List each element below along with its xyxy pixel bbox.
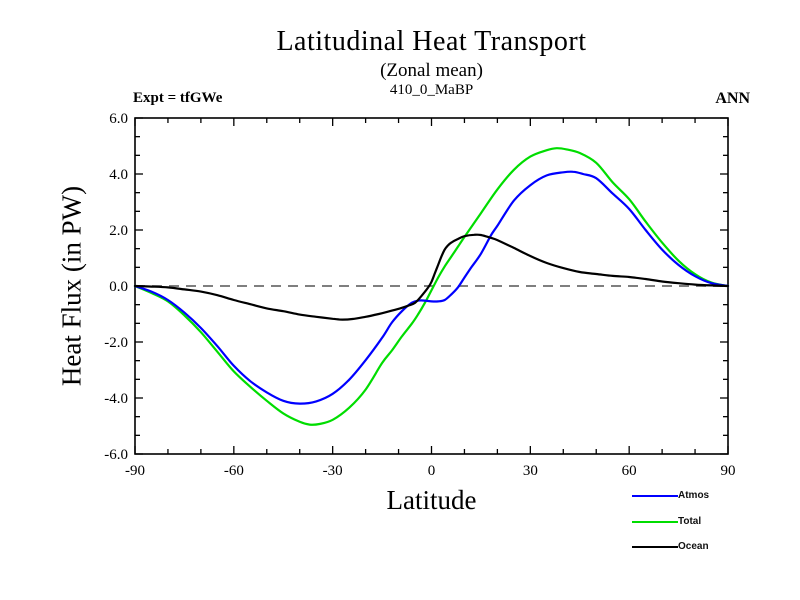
legend-label-total: Total [678, 516, 702, 527]
chart-title: Latitudinal Heat Transport [276, 26, 587, 57]
legend-label-ocean: Ocean [678, 541, 709, 552]
chart-subtitle: (Zonal mean) [380, 60, 483, 81]
x-tick-label: -90 [125, 463, 145, 479]
x-tick-label: 0 [428, 463, 436, 479]
run-label: 410_0_MaBP [389, 82, 474, 98]
y-tick-label: 0.0 [109, 279, 128, 295]
legend-line-total [632, 521, 678, 523]
legend-label-atmos: Atmos [678, 490, 710, 501]
x-tick-label: -60 [224, 463, 244, 479]
legend-item-total: Total [632, 516, 701, 528]
x-tick-label: 60 [622, 463, 637, 479]
y-tick-label: 6.0 [109, 111, 128, 127]
legend-line-atmos [632, 495, 678, 497]
series-line-atmos [133, 170, 730, 405]
x-tick-label: 90 [721, 463, 736, 479]
y-axis-title: Heat Flux (in PW) [56, 185, 87, 387]
legend-line-ocean [632, 546, 678, 548]
legend-item-ocean: Ocean [632, 541, 709, 553]
season-label: ANN [715, 90, 750, 107]
y-tick-label: -2.0 [104, 335, 128, 351]
legend-item-atmos: Atmos [632, 490, 709, 502]
y-tick-label: 2.0 [109, 223, 128, 239]
experiment-label: Expt = tfGWe [133, 90, 223, 106]
series-line-total [133, 147, 730, 426]
y-tick-label: 4.0 [109, 167, 128, 183]
x-axis-title: Latitude [386, 485, 477, 515]
x-tick-label: 30 [523, 463, 538, 479]
y-tick-label: -6.0 [104, 447, 128, 463]
series-line-ocean [133, 233, 730, 321]
y-tick-label: -4.0 [104, 391, 128, 407]
x-tick-label: -30 [323, 463, 343, 479]
